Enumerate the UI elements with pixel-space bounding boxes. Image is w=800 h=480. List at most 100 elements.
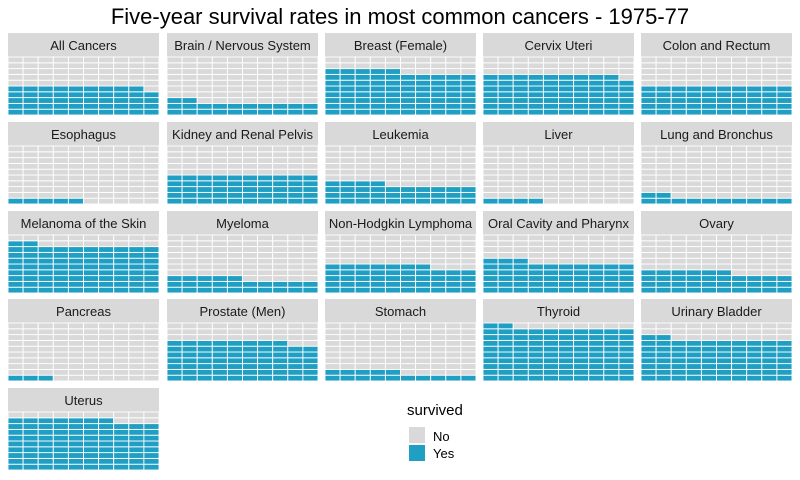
waffle-cell-yes (67, 197, 84, 205)
waffle-cell-no (415, 162, 432, 170)
waffle-cell-yes (482, 97, 499, 104)
waffle-cell-yes (558, 368, 575, 376)
waffle-cell-no (588, 162, 605, 170)
waffle-cell-yes (527, 263, 544, 271)
waffle-cell-yes (640, 85, 657, 93)
waffle-cell-no (339, 56, 356, 64)
waffle-cell-no (98, 368, 115, 376)
waffle-cell-no (430, 145, 447, 153)
waffle-cell-no (7, 62, 24, 70)
waffle-cell-no (242, 145, 259, 153)
waffle-cell-no (776, 246, 793, 253)
waffle-cell-yes (83, 434, 100, 442)
waffle-cell-no (573, 168, 590, 176)
waffle-cell-no (603, 246, 620, 253)
waffle-cell-no (761, 322, 778, 330)
waffle-cell-yes (640, 351, 657, 359)
facet-label: Liver (544, 127, 573, 142)
waffle-cell-no (354, 328, 371, 336)
waffle-cell-no (226, 151, 243, 159)
waffle-cell-no (685, 162, 702, 170)
waffle-cell-no (655, 62, 672, 70)
waffle-cell-no (166, 251, 183, 259)
waffle-cell-yes (52, 102, 69, 110)
waffle-cell-no (272, 263, 289, 271)
waffle-cell-no (113, 334, 130, 341)
waffle-cell-yes (400, 79, 417, 87)
waffle-cell-yes (22, 434, 39, 442)
waffle-cell-yes (542, 79, 559, 87)
waffle-cell-yes (166, 351, 183, 359)
waffle-cell-no (685, 257, 702, 265)
waffle-cell-no (542, 180, 559, 188)
waffle-cell-yes (181, 191, 198, 199)
waffle-cell-no (98, 79, 115, 87)
facet-label: Stomach (375, 304, 426, 319)
waffle-cell-yes (287, 351, 304, 359)
waffle-cell-no (7, 339, 24, 347)
waffle-cell-yes (52, 269, 69, 277)
waffle-cell-yes (354, 85, 371, 93)
waffle-cell-no (354, 251, 371, 259)
waffle-cell-yes (166, 374, 183, 382)
waffle-cell-yes (512, 85, 529, 93)
waffle-cell-no (272, 62, 289, 70)
waffle-cell-no (685, 174, 702, 182)
waffle-cell-no (603, 56, 620, 64)
waffle-cell-yes (324, 85, 341, 93)
waffle-cell-no (558, 251, 575, 259)
waffle-cell-no (242, 275, 259, 282)
waffle-cell-no (445, 174, 462, 182)
waffle-cell-no (573, 197, 590, 205)
waffle-cell-yes (746, 345, 763, 353)
waffle-cell-yes (430, 197, 447, 205)
waffle-cell-yes (415, 102, 432, 110)
waffle-cell-no (430, 263, 447, 271)
legend: survived No Yes (407, 402, 463, 461)
waffle-cell-no (618, 68, 635, 75)
waffle-cell-no (83, 339, 100, 347)
waffle-cell-no (302, 73, 319, 81)
waffle-cell-yes (497, 197, 514, 205)
waffle-cell-yes (415, 85, 432, 93)
waffle-cell-yes (113, 434, 130, 442)
waffle-cell-yes (7, 463, 24, 471)
waffle-cell-yes (573, 79, 590, 87)
waffle-cell-no (588, 186, 605, 193)
waffle-cell-yes (460, 79, 477, 87)
waffle-cell-yes (324, 186, 341, 193)
waffle-cell-no (618, 62, 635, 70)
waffle-cell-no (166, 91, 183, 99)
waffle-cell-no (324, 334, 341, 341)
waffle-cell-no (166, 85, 183, 93)
waffle-cell-yes (746, 339, 763, 347)
waffle-cell-no (573, 186, 590, 193)
waffle-cell-no (542, 251, 559, 259)
waffle-cell-no (746, 79, 763, 87)
waffle-cell-no (603, 145, 620, 153)
waffle-cell-no (7, 191, 24, 199)
waffle-cell-no (166, 157, 183, 164)
waffle-cell-no (761, 157, 778, 164)
waffle-cell-no (196, 157, 213, 164)
waffle-cell-no (37, 157, 54, 164)
waffle-cell-no (22, 157, 39, 164)
waffle-cell-no (287, 85, 304, 93)
waffle-cell-yes (83, 269, 100, 277)
waffle-cell-yes (776, 286, 793, 294)
waffle-cell-no (670, 162, 687, 170)
waffle-cell-no (128, 56, 145, 64)
waffle-cell-yes (542, 73, 559, 81)
waffle-cell-yes (369, 280, 386, 288)
waffle-cell-no (445, 363, 462, 370)
waffle-cell-yes (400, 108, 417, 116)
waffle-cell-yes (482, 334, 499, 341)
waffle-cell-yes (445, 275, 462, 282)
waffle-cell-no (98, 151, 115, 159)
waffle-cell-yes (226, 108, 243, 116)
waffle-cell-yes (257, 280, 274, 288)
waffle-cell-no (324, 168, 341, 176)
waffle-cell-no (181, 145, 198, 153)
waffle-cell-yes (98, 463, 115, 471)
waffle-cell-no (257, 91, 274, 99)
